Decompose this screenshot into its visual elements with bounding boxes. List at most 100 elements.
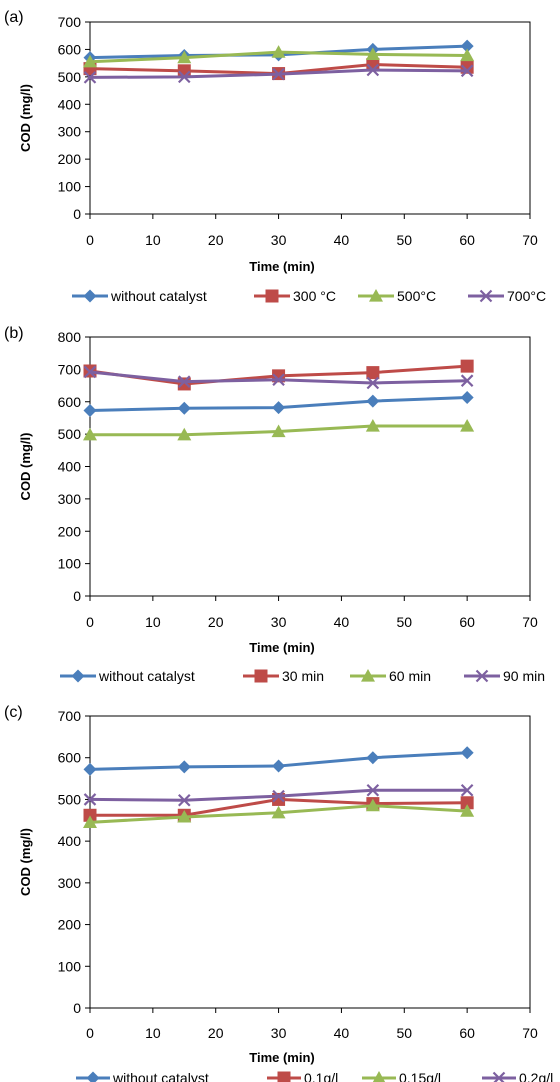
y-tick-label: 500 [58, 69, 82, 85]
y-tick-label: 300 [58, 124, 82, 140]
y-tick-label: 700 [58, 708, 82, 724]
y-tick-label: 300 [58, 491, 82, 507]
x-tick-label: 30 [271, 232, 287, 248]
data-point [272, 373, 285, 387]
data-point [271, 805, 286, 819]
legend-entry-label: 500°C [397, 288, 436, 304]
x-tick-label: 10 [145, 1025, 161, 1041]
x-tick-label: 50 [396, 614, 412, 630]
y-tick-label: 100 [58, 556, 82, 572]
data-point [177, 427, 192, 441]
legend-marker [479, 289, 493, 303]
legend-marker [361, 669, 375, 682]
legend-entry-label: without catalyst [98, 668, 195, 684]
data-point [366, 63, 380, 77]
data-point [83, 71, 97, 84]
y-tick-label: 400 [58, 96, 82, 112]
chart-panel-3: (c) 0 100 200 300 400 500 600 700 0 10 20 30 40 50 60 70… [4, 704, 553, 1082]
data-point [366, 366, 380, 380]
x-tick-label: 30 [271, 1025, 287, 1041]
chart-panel-1: (a) 0 100 200 300 400 500 600 700 0 10 20 30 40 50 60 70… [4, 9, 546, 304]
y-tick-label: 200 [58, 917, 82, 933]
data-point [460, 374, 474, 387]
data-point [83, 427, 97, 441]
y-tick-label: 700 [58, 14, 82, 30]
x-tick-label: 60 [459, 232, 475, 248]
y-tick-label: 500 [58, 426, 82, 442]
x-axis-title: Time (min) [249, 640, 315, 655]
legend-entry-label: 60 min [389, 668, 431, 684]
panel-label: (c) [4, 704, 23, 721]
x-tick-label: 10 [145, 232, 161, 248]
legend-entry-label: 300 °C [293, 288, 336, 304]
data-point [272, 67, 285, 81]
legend-marker [372, 1071, 386, 1082]
legend-entry-label: 700°C [507, 288, 546, 304]
data-point [365, 47, 380, 60]
legend-marker [475, 669, 489, 683]
data-point [177, 50, 192, 64]
y-axis-title: COD (mg/l) [18, 433, 33, 501]
chart-panel-2: (b) 0 100 200 300 400 500 600 700 800 0 10 20 30 40 50 6… [4, 325, 545, 684]
y-tick-label: 500 [58, 791, 82, 807]
data-point [272, 789, 285, 803]
x-tick-label: 70 [522, 1025, 538, 1041]
data-point [460, 783, 474, 797]
y-tick-label: 200 [58, 151, 82, 167]
data-point [177, 377, 191, 391]
data-point [460, 64, 474, 78]
x-tick-label: 70 [522, 614, 538, 630]
x-tick-label: 0 [86, 614, 94, 630]
data-point [460, 419, 475, 432]
plot-area [89, 21, 531, 215]
x-axis-title: Time (min) [249, 1050, 315, 1065]
y-tick-label: 0 [73, 206, 81, 222]
data-point [366, 376, 380, 390]
x-tick-label: 70 [522, 232, 538, 248]
legend-entry-label: 0.15g/l [399, 1070, 441, 1082]
data-point [460, 39, 474, 53]
data-point [83, 403, 97, 417]
data-point [83, 815, 97, 828]
x-tick-label: 10 [145, 614, 161, 630]
y-tick-label: 400 [58, 459, 82, 475]
legend-marker [369, 289, 383, 302]
legend-entry-label: without catalyst [112, 1070, 209, 1082]
x-tick-label: 40 [334, 614, 350, 630]
y-axis-title: COD (mg/l) [18, 84, 33, 152]
legend-marker [86, 1071, 100, 1082]
data-point [83, 808, 97, 822]
x-tick-label: 20 [208, 614, 224, 630]
plot-area [89, 715, 531, 1009]
data-point [177, 809, 192, 823]
x-tick-label: 40 [334, 1025, 350, 1041]
data-point [178, 793, 191, 807]
y-tick-label: 700 [58, 361, 82, 377]
y-tick-label: 100 [58, 958, 82, 974]
data-point [178, 375, 191, 388]
x-tick-label: 0 [86, 1025, 94, 1041]
y-axis-title: COD (mg/l) [18, 828, 33, 896]
x-tick-label: 60 [459, 614, 475, 630]
x-tick-label: 40 [334, 232, 350, 248]
panel-label: (b) [4, 325, 24, 342]
data-point [460, 391, 474, 405]
legend-marker [83, 289, 97, 303]
panel-label: (a) [4, 9, 24, 26]
y-tick-label: 800 [58, 329, 82, 345]
y-tick-label: 600 [58, 750, 82, 766]
data-point [365, 798, 380, 812]
data-point [83, 54, 97, 68]
x-tick-label: 30 [271, 614, 287, 630]
data-point [460, 796, 474, 810]
y-tick-label: 600 [58, 394, 82, 410]
data-point [365, 419, 380, 432]
legend-marker [254, 669, 268, 683]
legend-entry-label: 90 min [503, 668, 545, 684]
legend-marker [277, 1071, 291, 1082]
x-axis-title: Time (min) [249, 259, 315, 274]
y-tick-label: 400 [58, 833, 82, 849]
legend-entry-label: without catalyst [110, 288, 207, 304]
data-point [178, 70, 191, 84]
